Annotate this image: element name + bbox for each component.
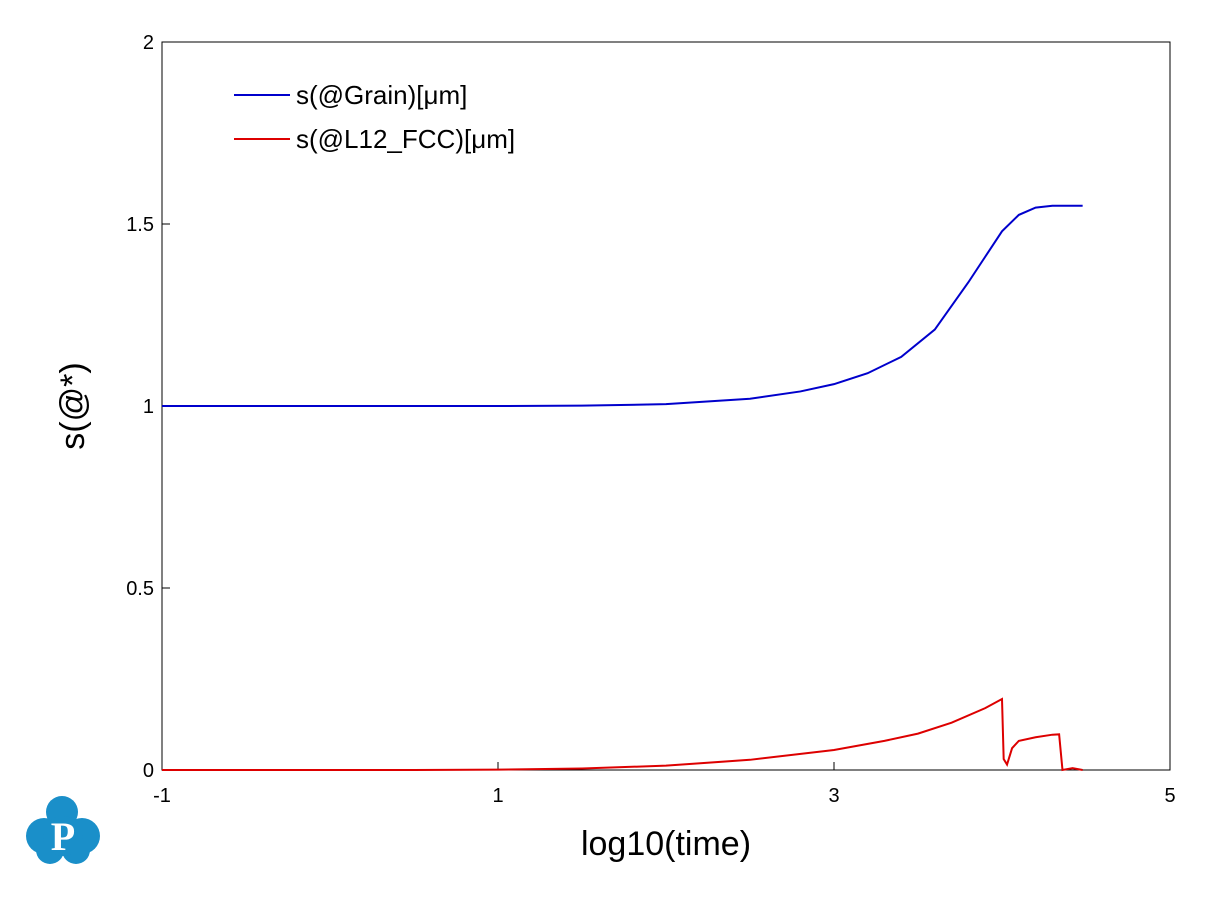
x-tick-label: -1 — [153, 785, 171, 807]
y-tick-label: 1.5 — [126, 214, 154, 236]
x-tick-label: 5 — [1164, 785, 1175, 807]
x-axis-label: log10(time) — [581, 825, 751, 863]
y-tick-label: 2 — [143, 32, 154, 54]
svg-text:P: P — [51, 814, 75, 859]
x-tick-label: 3 — [828, 785, 839, 807]
line-series — [162, 204, 1083, 407]
x-tick-label: 1 — [492, 785, 503, 807]
logo: P — [26, 796, 100, 864]
legend-label: s(@L12_FCC)[μm] — [296, 124, 515, 154]
y-tick-label: 0 — [143, 760, 154, 782]
line-series — [162, 697, 1083, 772]
y-axis-label: s(@*) — [54, 362, 92, 449]
legend-label: s(@Grain)[μm] — [296, 80, 467, 110]
y-tick-label: 1 — [143, 396, 154, 418]
y-tick-label: 0.5 — [126, 578, 154, 600]
